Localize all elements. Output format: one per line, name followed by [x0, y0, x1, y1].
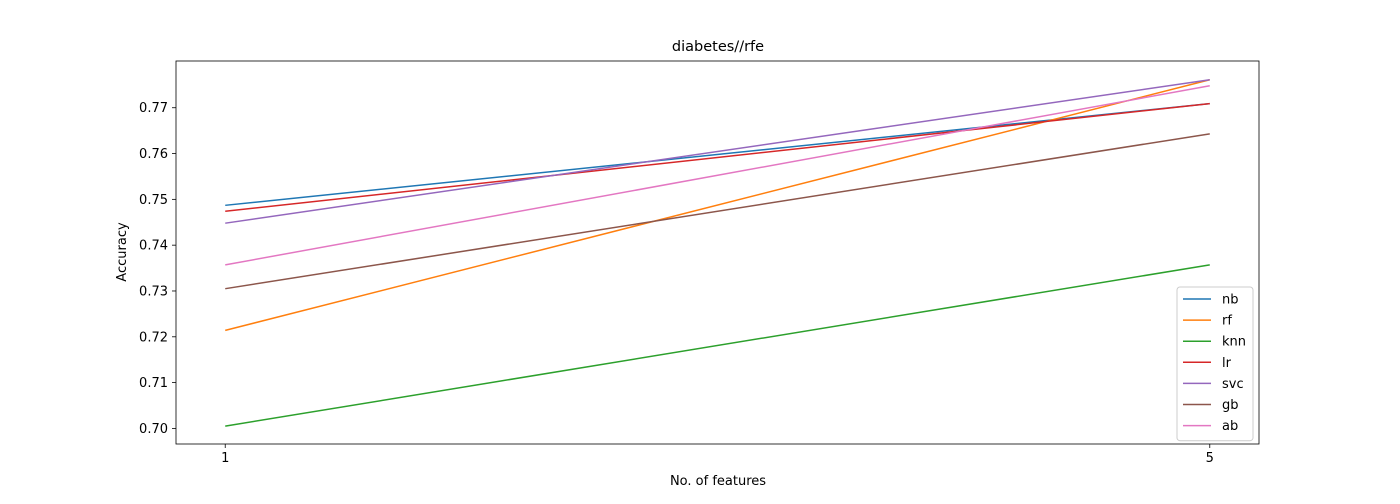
series-line-rf: [225, 79, 1210, 332]
y-axis-label: Accuracy: [115, 222, 130, 282]
series-line-knn: [225, 264, 1210, 427]
series-line-nb: [225, 102, 1210, 207]
y-tick-label: 0.76: [139, 147, 168, 162]
y-tick-label: 0.74: [139, 239, 168, 254]
y-tick-label: 0.70: [139, 422, 168, 437]
x-tick-label: 1: [221, 451, 229, 466]
legend-label-gb: gb: [1222, 398, 1239, 413]
y-tick-label: 0.73: [139, 284, 168, 299]
y-tick-label: 0.77: [139, 101, 168, 116]
series-line-ab: [225, 85, 1210, 266]
x-axis-label: No. of features: [670, 474, 766, 489]
series-line-lr: [225, 102, 1210, 213]
legend-label-knn: knn: [1222, 335, 1246, 350]
series-line-gb: [225, 133, 1210, 290]
legend-box: [1176, 286, 1254, 442]
legend-label-nb: nb: [1222, 293, 1239, 308]
y-tick-label: 0.71: [139, 376, 168, 391]
y-tick-label: 0.72: [139, 330, 168, 345]
x-tick-label: 5: [1206, 451, 1214, 466]
plot-frame: [175, 60, 1260, 445]
plot-area: 1 5 0.70 0.71 0.72 0.73 0.74 0.75 0.76 0.77 nb rf kn…: [139, 60, 1260, 466]
legend-label-svc: svc: [1222, 377, 1244, 392]
legend-label-rf: rf: [1222, 314, 1232, 329]
legend-label-lr: lr: [1222, 356, 1232, 371]
legend-label-ab: ab: [1222, 419, 1238, 434]
chart-title: diabetes//rfe: [672, 39, 764, 55]
series-line-svc: [225, 79, 1210, 224]
y-tick-label: 0.75: [139, 193, 168, 208]
